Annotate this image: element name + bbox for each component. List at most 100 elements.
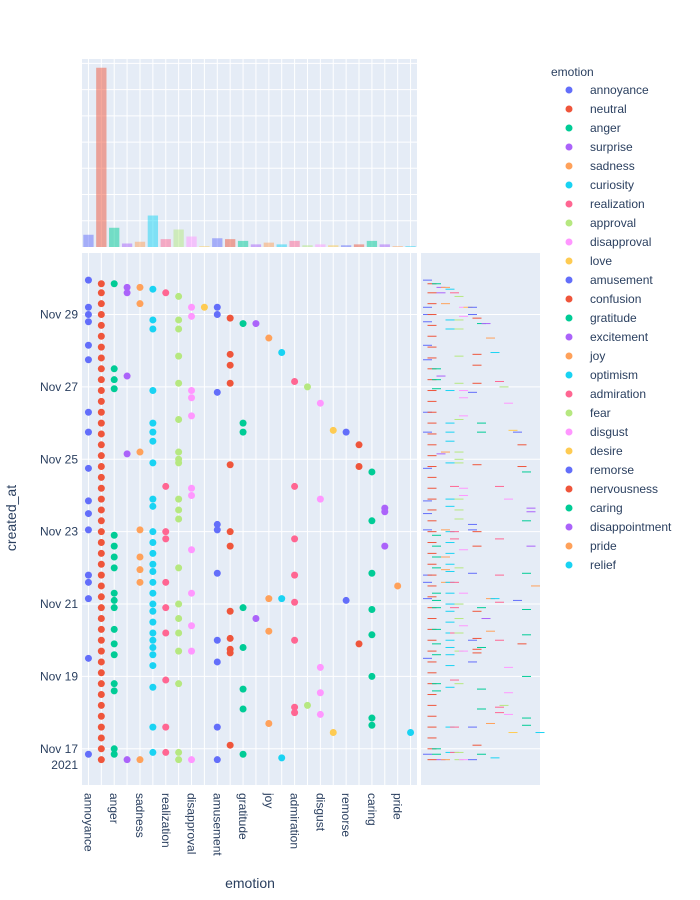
- legend-label: fear: [590, 406, 611, 420]
- data-point: [97, 397, 105, 405]
- data-point: [110, 596, 118, 604]
- data-point: [368, 672, 376, 680]
- legend-marker: [565, 466, 573, 474]
- rug-series-disgust: [504, 402, 513, 715]
- legend-label: optimism: [590, 368, 638, 382]
- data-point: [303, 383, 311, 391]
- legend-marker: [565, 428, 573, 436]
- legend-item-sadness[interactable]: sadness: [565, 159, 635, 173]
- legend-item-confusion[interactable]: confusion: [565, 292, 642, 306]
- legend-marker: [565, 257, 573, 265]
- histogram-bar-relief: [405, 246, 416, 247]
- data-point: [252, 615, 260, 623]
- legend-item-love[interactable]: love: [565, 254, 613, 268]
- data-point: [407, 729, 415, 737]
- data-point: [162, 604, 170, 612]
- x-tick-label: disgust: [313, 793, 327, 832]
- data-point: [226, 379, 234, 387]
- x-tick-label: disapproval: [185, 793, 199, 854]
- data-point: [97, 593, 105, 601]
- data-point: [84, 526, 92, 534]
- data-point: [278, 754, 286, 762]
- legend-item-caring[interactable]: caring: [565, 501, 623, 515]
- legend-marker: [565, 523, 573, 531]
- legend-item-annoyance[interactable]: annoyance: [565, 83, 650, 97]
- data-point: [97, 734, 105, 742]
- data-point: [110, 651, 118, 659]
- legend-item-disappointment[interactable]: disappointment: [565, 520, 673, 534]
- legend-item-relief[interactable]: relief: [565, 558, 617, 572]
- legend-item-amusement[interactable]: amusement: [565, 273, 654, 287]
- legend-item-excitement[interactable]: excitement: [565, 330, 649, 344]
- data-point: [355, 463, 363, 471]
- data-point: [97, 691, 105, 699]
- data-point: [213, 520, 221, 528]
- data-point: [84, 356, 92, 364]
- histogram-bar-nervousness: [353, 244, 365, 247]
- series-disappointment: [381, 504, 389, 550]
- legend-item-admiration[interactable]: admiration: [565, 387, 647, 401]
- legend-item-approval[interactable]: approval: [565, 216, 637, 230]
- data-point: [226, 542, 234, 550]
- legend-item-anger[interactable]: anger: [565, 121, 621, 135]
- legend-item-fear[interactable]: fear: [565, 406, 611, 420]
- legend-label: annoyance: [590, 83, 649, 97]
- data-point: [149, 748, 157, 756]
- legend-item-nervousness[interactable]: nervousness: [565, 482, 659, 496]
- legend-item-gratitude[interactable]: gratitude: [565, 311, 638, 325]
- data-point: [149, 419, 157, 427]
- data-point: [239, 428, 247, 436]
- data-point: [226, 607, 234, 615]
- data-point: [149, 437, 157, 445]
- legend-item-pride[interactable]: pride: [565, 539, 618, 553]
- data-point: [149, 325, 157, 333]
- legend-item-realization[interactable]: realization: [565, 197, 645, 211]
- data-point: [368, 605, 376, 613]
- legend-item-joy[interactable]: joy: [565, 349, 606, 363]
- legend-item-desire[interactable]: desire: [565, 444, 624, 458]
- histogram-bar-disapproval: [186, 236, 197, 247]
- legend-item-disgust[interactable]: disgust: [565, 425, 629, 439]
- data-point: [97, 419, 105, 427]
- legend-label: pride: [590, 539, 617, 553]
- data-point: [226, 741, 234, 749]
- data-point: [252, 320, 260, 328]
- rug-series-curiosity: [445, 288, 455, 753]
- data-point: [175, 680, 183, 688]
- legend-marker: [565, 276, 573, 284]
- data-point: [136, 300, 144, 308]
- data-point: [149, 387, 157, 395]
- histogram-bar-sadness: [134, 241, 146, 247]
- legend-item-neutral[interactable]: neutral: [565, 102, 627, 116]
- data-point: [188, 312, 196, 320]
- data-point: [110, 604, 118, 612]
- data-point: [265, 719, 273, 727]
- data-point: [136, 526, 144, 534]
- data-point: [84, 318, 92, 326]
- data-point: [226, 350, 234, 358]
- data-point: [175, 379, 183, 387]
- data-point: [226, 649, 234, 657]
- data-point: [149, 662, 157, 670]
- data-point: [97, 280, 105, 288]
- data-point: [188, 756, 196, 764]
- data-point: [84, 276, 92, 284]
- data-point: [97, 354, 105, 362]
- data-point: [200, 303, 208, 311]
- legend-item-disapproval[interactable]: disapproval: [565, 235, 652, 249]
- rug-series-approval: [454, 295, 464, 761]
- legend-item-optimism[interactable]: optimism: [565, 368, 639, 382]
- legend-item-surprise[interactable]: surprise: [565, 140, 634, 154]
- legend-item-remorse[interactable]: remorse: [565, 463, 635, 477]
- legend-item-curiosity[interactable]: curiosity: [565, 178, 635, 192]
- series-admiration: [291, 377, 299, 717]
- data-point: [97, 376, 105, 384]
- data-point: [97, 680, 105, 688]
- legend-label: surprise: [590, 140, 633, 154]
- data-point: [188, 491, 196, 499]
- legend-label: joy: [589, 349, 605, 363]
- data-point: [175, 459, 183, 467]
- histogram-bar-excitement: [250, 244, 262, 247]
- rug-series-confusion: [472, 317, 482, 746]
- data-point: [136, 578, 144, 586]
